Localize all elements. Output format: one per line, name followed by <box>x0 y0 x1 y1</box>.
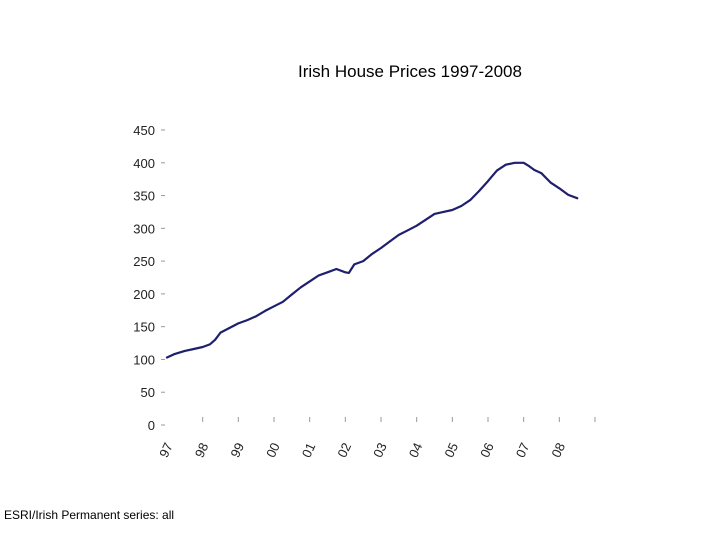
x-tick-label: 97 <box>156 440 176 459</box>
data-point <box>201 346 204 348</box>
data-point <box>528 165 530 167</box>
data-point <box>540 172 543 175</box>
series-group <box>165 161 579 359</box>
y-tick-label: 0 <box>148 418 155 433</box>
data-point <box>433 213 436 215</box>
data-point <box>166 356 168 359</box>
x-tick-label: 99 <box>227 440 247 459</box>
data-point <box>219 331 222 334</box>
data-point <box>389 240 391 243</box>
data-point <box>273 305 275 308</box>
data-point <box>208 343 211 346</box>
data-point <box>173 353 176 356</box>
y-tick-label: 400 <box>133 156 155 171</box>
data-point <box>380 247 382 249</box>
y-tick-label: 200 <box>133 287 155 302</box>
data-point <box>228 327 231 329</box>
y-tick-label: 350 <box>133 189 155 204</box>
data-point <box>558 187 561 190</box>
y-tick-label: 150 <box>133 320 155 335</box>
source-note: ESRI/Irish Permanent series: all <box>4 508 175 522</box>
data-point <box>549 181 552 184</box>
y-tick-label: 450 <box>133 123 155 138</box>
data-point <box>513 161 516 164</box>
x-tick-label: 07 <box>513 440 533 459</box>
data-point <box>424 218 427 221</box>
data-point <box>344 271 347 274</box>
data-point <box>183 350 186 352</box>
chart-title: Irish House Prices 1997-2008 <box>298 62 522 81</box>
data-point <box>362 260 365 263</box>
data-point <box>237 322 240 325</box>
data-point <box>478 190 480 192</box>
data-point <box>415 224 418 227</box>
data-point <box>192 348 195 350</box>
x-tick-label: 03 <box>370 440 390 459</box>
x-tick-label: 06 <box>477 440 497 459</box>
data-point <box>308 280 311 283</box>
y-axis: 0 50 100 150 200 250 300 350 400 450 <box>133 123 165 433</box>
data-point <box>576 197 579 200</box>
data-point <box>406 229 409 232</box>
y-tick-label: 250 <box>133 254 155 269</box>
data-point <box>533 169 536 171</box>
x-tick-label: 98 <box>192 440 212 459</box>
data-point <box>214 338 217 341</box>
x-axis: 97 98 99 00 01 02 03 04 05 06 07 08 <box>156 417 596 460</box>
data-point <box>299 286 302 289</box>
x-tick-label: 02 <box>334 440 354 459</box>
x-tick-label: 08 <box>548 440 568 459</box>
x-tick-label: 00 <box>263 440 283 459</box>
y-tick-label: 100 <box>133 352 155 367</box>
x-tick-label: 05 <box>441 440 461 459</box>
data-point <box>264 310 266 312</box>
data-point <box>290 293 293 296</box>
x-tick-label: 01 <box>299 440 319 459</box>
data-point <box>567 194 570 196</box>
data-point <box>442 211 445 213</box>
y-tick-label: 50 <box>141 385 155 400</box>
data-point <box>326 271 329 274</box>
y-tick-label: 300 <box>133 221 155 236</box>
data-point <box>246 319 249 322</box>
data-point <box>469 199 472 202</box>
data-point <box>317 274 320 277</box>
data-point <box>335 268 338 270</box>
x-tick-label: 04 <box>406 440 426 459</box>
series-line <box>165 161 579 359</box>
data-point <box>496 169 498 172</box>
data-point <box>460 205 463 207</box>
data-point <box>487 180 489 183</box>
data-point <box>451 209 454 211</box>
data-point <box>371 253 373 255</box>
data-point <box>255 315 258 318</box>
data-point <box>353 263 356 266</box>
data-point <box>522 161 525 164</box>
data-point <box>397 233 400 236</box>
data-point <box>282 300 284 303</box>
data-point <box>348 272 350 274</box>
data-point <box>504 163 507 166</box>
